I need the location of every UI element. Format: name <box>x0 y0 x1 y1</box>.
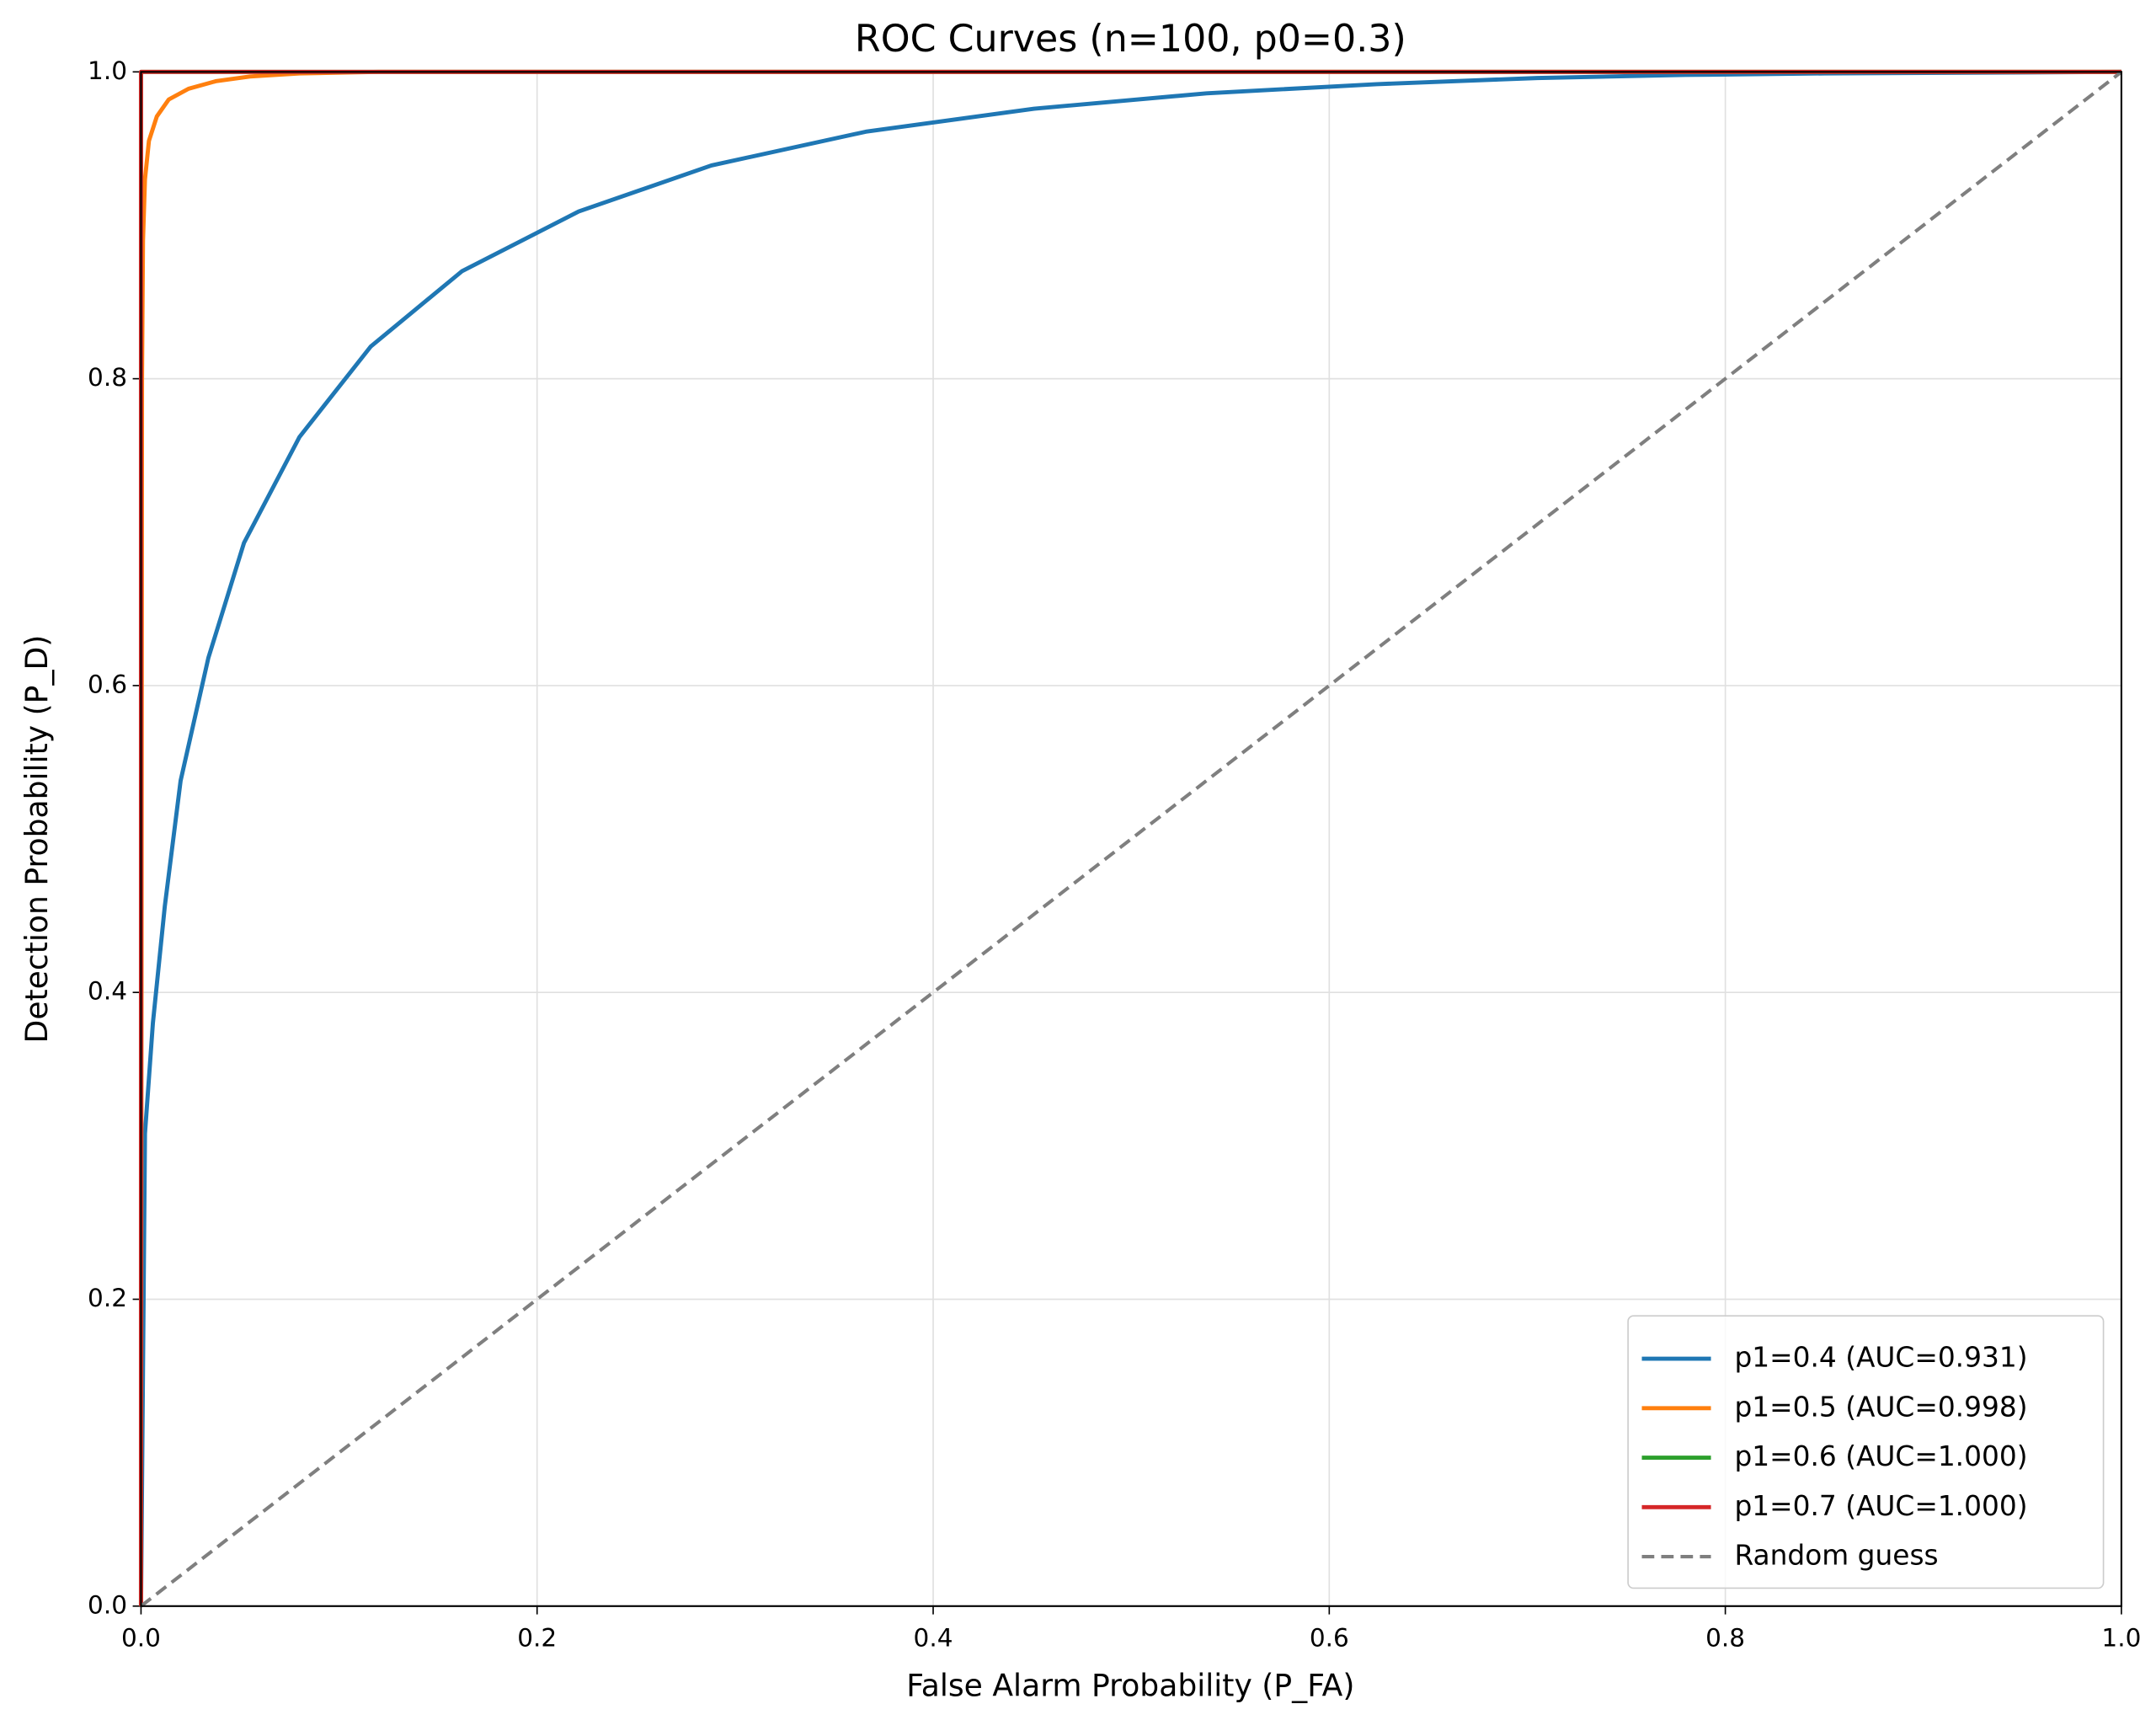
x-tick-label: 0.2 <box>517 1624 557 1653</box>
line <box>140 70 2123 1608</box>
x-tick-label: 0.4 <box>914 1624 953 1653</box>
y-tick-label: 0.6 <box>88 670 127 698</box>
x-tick-label: 0.0 <box>121 1624 161 1653</box>
plot-frame <box>140 71 2122 1607</box>
x-tick-label: 0.8 <box>1705 1624 1745 1653</box>
x-axis-label: False Alarm Probability (P_FA) <box>906 1668 1354 1704</box>
legend-label: p1=0.6 (AUC=1.000) <box>1734 1440 2027 1472</box>
y-tick-label: 0.4 <box>88 977 127 1006</box>
legend-label: p1=0.7 (AUC=1.000) <box>1734 1490 2027 1522</box>
y-tick-label: 0.2 <box>88 1284 127 1312</box>
line <box>138 69 2121 1606</box>
legend-label: p1=0.5 (AUC=0.998) <box>1734 1391 2027 1423</box>
y-tick-label: 0.8 <box>88 363 127 392</box>
y-axis-label: Detection Probability (P_D) <box>19 635 55 1044</box>
y-tick-label: 1.0 <box>88 56 127 85</box>
legend-box <box>1627 1315 2105 1589</box>
x-tick-label: 0.6 <box>1310 1624 1349 1653</box>
x-tick-label: 1.0 <box>2101 1624 2141 1653</box>
legend-label: p1=0.4 (AUC=0.931) <box>1734 1342 2027 1374</box>
y-tick-label: 0.0 <box>88 1590 127 1619</box>
chart-title: ROC Curves (n=100, p0=0.3) <box>855 18 1406 61</box>
legend-label: Random guess <box>1734 1540 1938 1572</box>
